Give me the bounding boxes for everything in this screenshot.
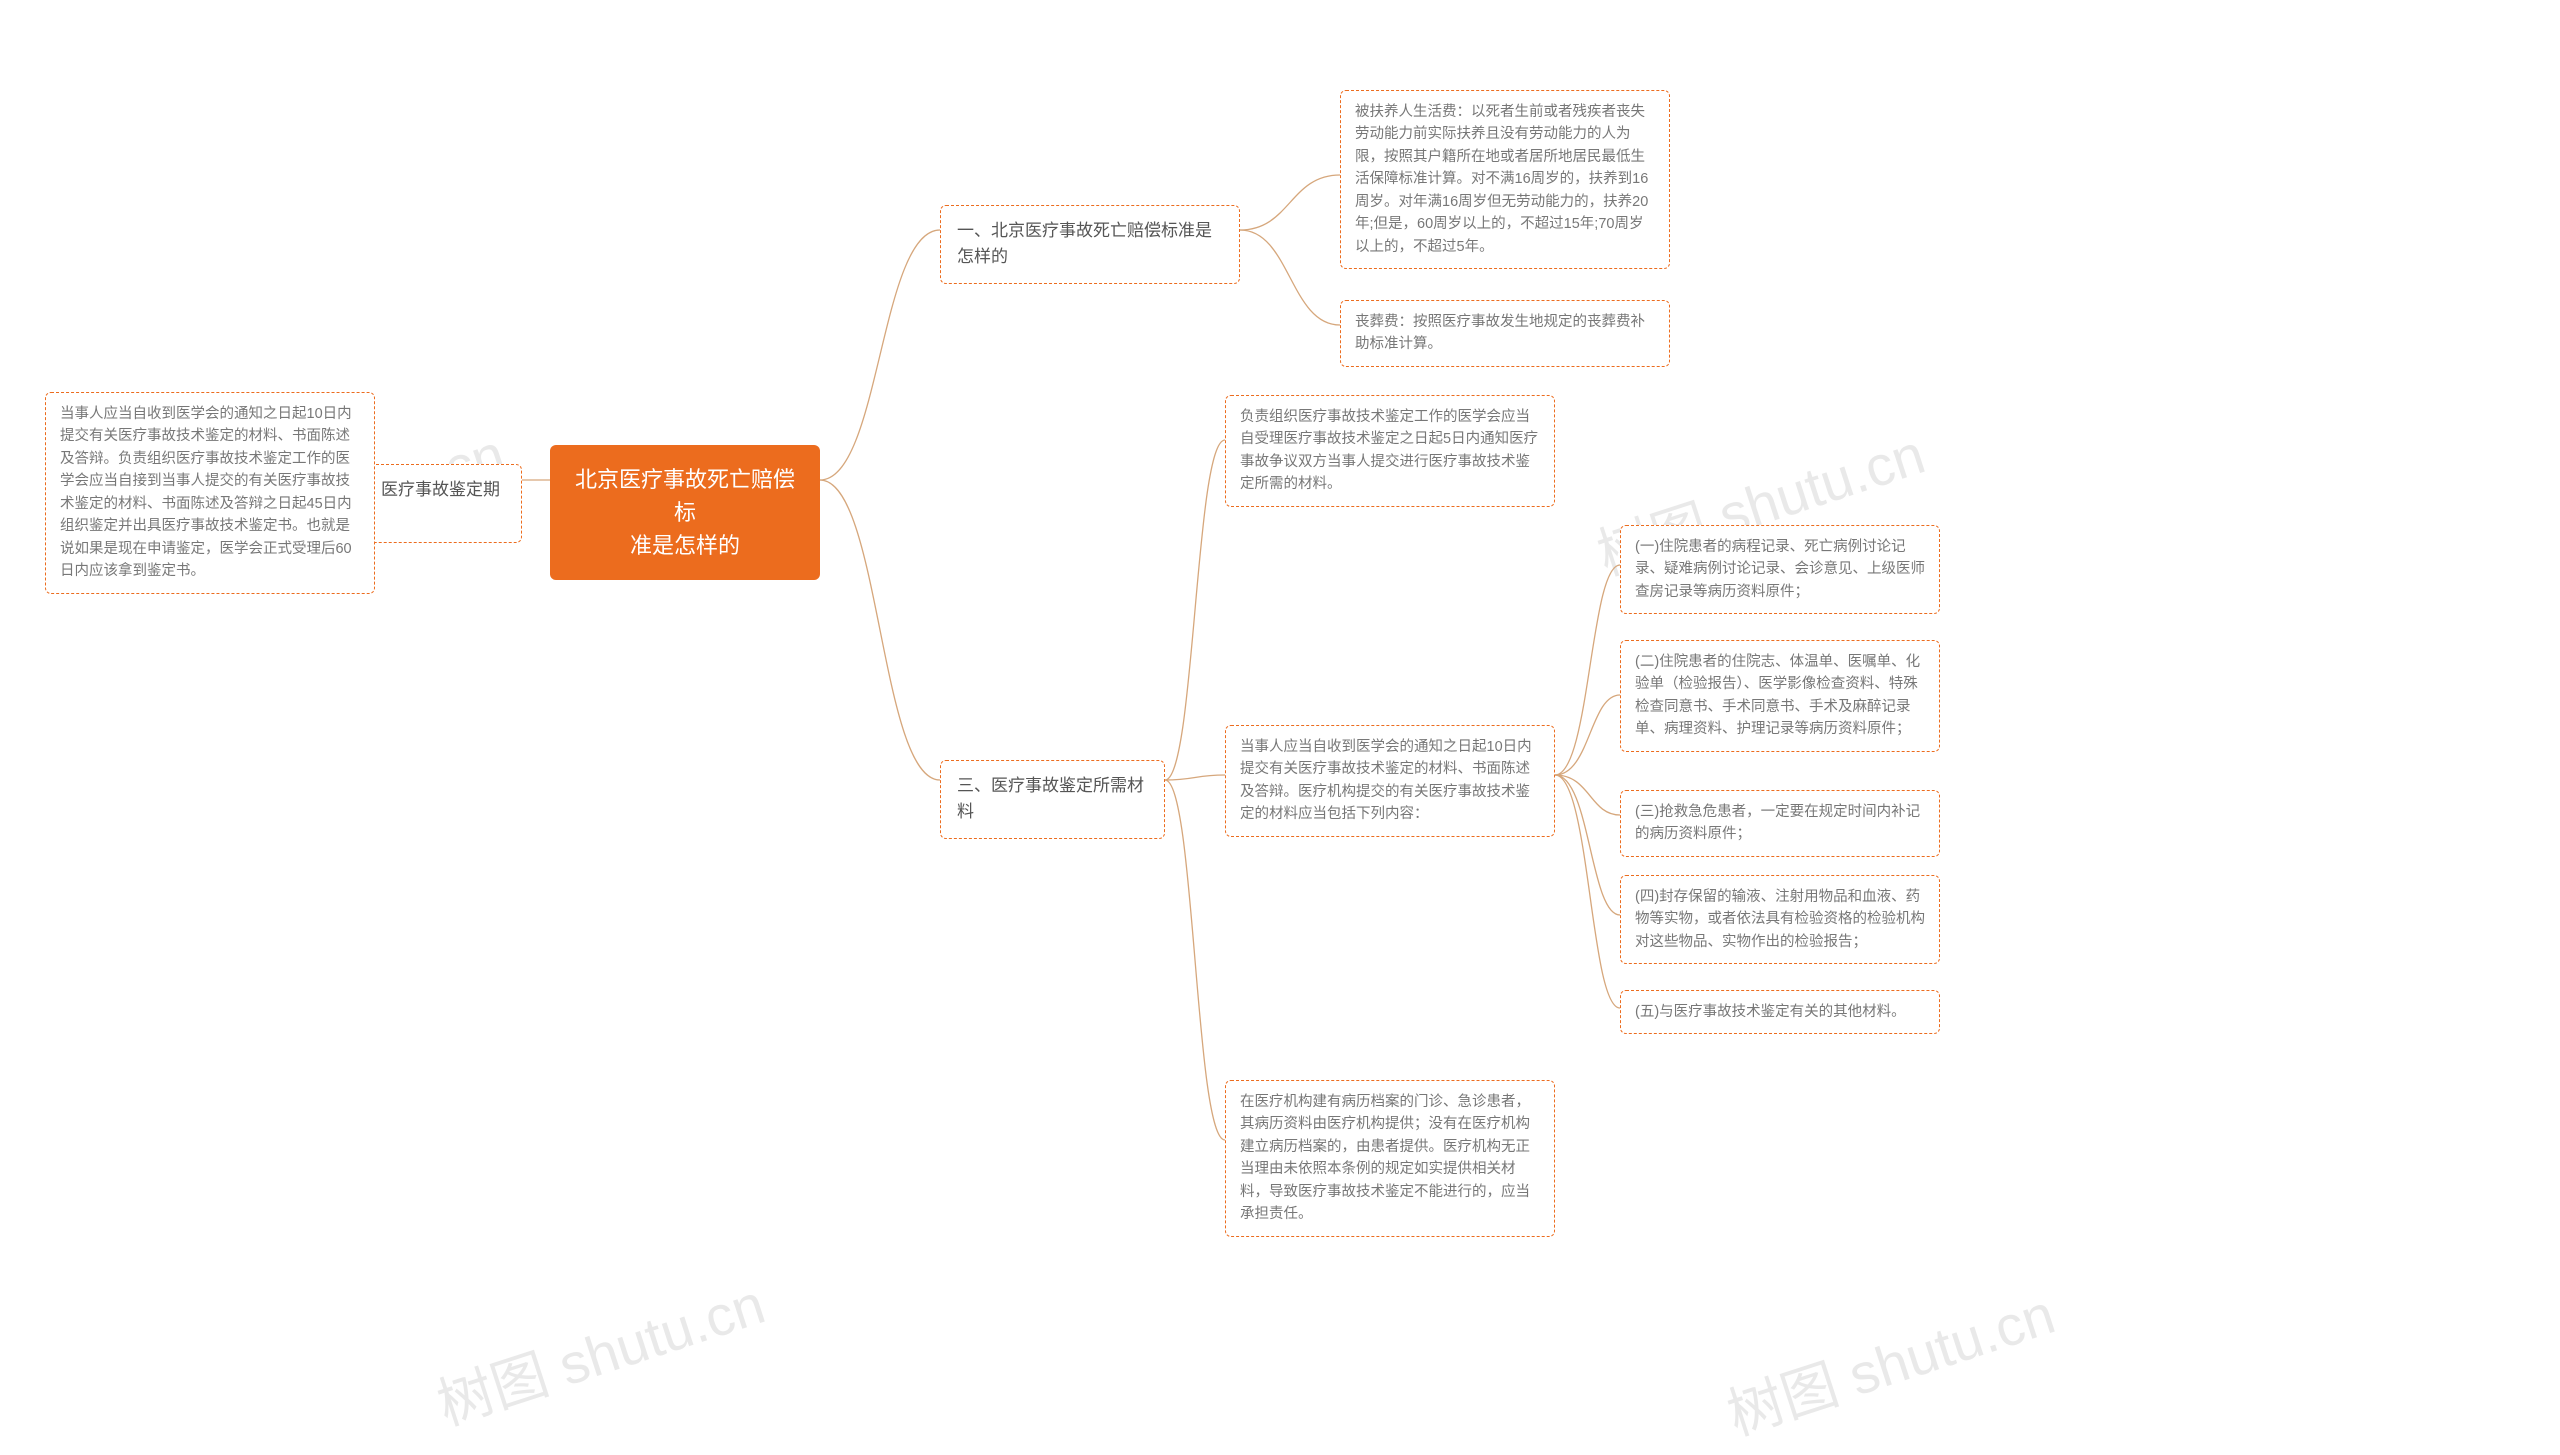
watermark: 树图 shutu.cn (1716, 1270, 2064, 1452)
leaf-3b1: (一)住院患者的病程记录、死亡病例讨论记录、疑难病例讨论记录、会诊意见、上级医师… (1620, 525, 1940, 614)
leaf-2a-text: 当事人应当自收到医学会的通知之日起10日内提交有关医疗事故技术鉴定的材料、书面陈… (60, 406, 352, 579)
leaf-3b3: (三)抢救急危患者，一定要在规定时间内补记的病历资料原件； (1620, 790, 1940, 857)
branch-3-label: 三、医疗事故鉴定所需材料 (957, 776, 1144, 821)
branch-1: 一、北京医疗事故死亡赔偿标准是怎样的 (940, 205, 1240, 284)
watermark: 树图 shutu.cn (426, 1260, 774, 1442)
leaf-1b-text: 丧葬费：按照医疗事故发生地规定的丧葬费补助标准计算。 (1355, 314, 1645, 352)
leaf-3b-text: 当事人应当自收到医学会的通知之日起10日内提交有关医疗事故技术鉴定的材料、书面陈… (1240, 739, 1532, 822)
leaf-3b2-text: (二)住院患者的住院志、体温单、医嘱单、化验单（检验报告）、医学影像检查资料、特… (1635, 654, 1920, 737)
leaf-2a: 当事人应当自收到医学会的通知之日起10日内提交有关医疗事故技术鉴定的材料、书面陈… (45, 392, 375, 594)
leaf-3a-text: 负责组织医疗事故技术鉴定工作的医学会应当自受理医疗事故技术鉴定之日起5日内通知医… (1240, 409, 1538, 492)
branch-3: 三、医疗事故鉴定所需材料 (940, 760, 1165, 839)
leaf-1a: 被扶养人生活费：以死者生前或者残疾者丧失劳动能力前实际扶养且没有劳动能力的人为限… (1340, 90, 1670, 269)
leaf-1b: 丧葬费：按照医疗事故发生地规定的丧葬费补助标准计算。 (1340, 300, 1670, 367)
leaf-3b: 当事人应当自收到医学会的通知之日起10日内提交有关医疗事故技术鉴定的材料、书面陈… (1225, 725, 1555, 837)
branch-1-label: 一、北京医疗事故死亡赔偿标准是怎样的 (957, 221, 1212, 266)
leaf-3b3-text: (三)抢救急危患者，一定要在规定时间内补记的病历资料原件； (1635, 804, 1920, 842)
leaf-1a-text: 被扶养人生活费：以死者生前或者残疾者丧失劳动能力前实际扶养且没有劳动能力的人为限… (1355, 104, 1648, 255)
leaf-3b4-text: (四)封存保留的输液、注射用物品和血液、药物等实物，或者依法具有检验资格的检验机… (1635, 889, 1925, 950)
leaf-3b2: (二)住院患者的住院志、体温单、医嘱单、化验单（检验报告）、医学影像检查资料、特… (1620, 640, 1940, 752)
leaf-3b5: (五)与医疗事故技术鉴定有关的其他材料。 (1620, 990, 1940, 1034)
leaf-3c: 在医疗机构建有病历档案的门诊、急诊患者，其病历资料由医疗机构提供；没有在医疗机构… (1225, 1080, 1555, 1237)
leaf-3b5-text: (五)与医疗事故技术鉴定有关的其他材料。 (1635, 1004, 1906, 1020)
leaf-3c-text: 在医疗机构建有病历档案的门诊、急诊患者，其病历资料由医疗机构提供；没有在医疗机构… (1240, 1094, 1530, 1222)
root-node: 北京医疗事故死亡赔偿标准是怎样的 (550, 445, 820, 580)
leaf-3a: 负责组织医疗事故技术鉴定工作的医学会应当自受理医疗事故技术鉴定之日起5日内通知医… (1225, 395, 1555, 507)
leaf-3b1-text: (一)住院患者的病程记录、死亡病例讨论记录、疑难病例讨论记录、会诊意见、上级医师… (1635, 539, 1925, 600)
leaf-3b4: (四)封存保留的输液、注射用物品和血液、药物等实物，或者依法具有检验资格的检验机… (1620, 875, 1940, 964)
root-label: 北京医疗事故死亡赔偿标准是怎样的 (575, 467, 795, 558)
